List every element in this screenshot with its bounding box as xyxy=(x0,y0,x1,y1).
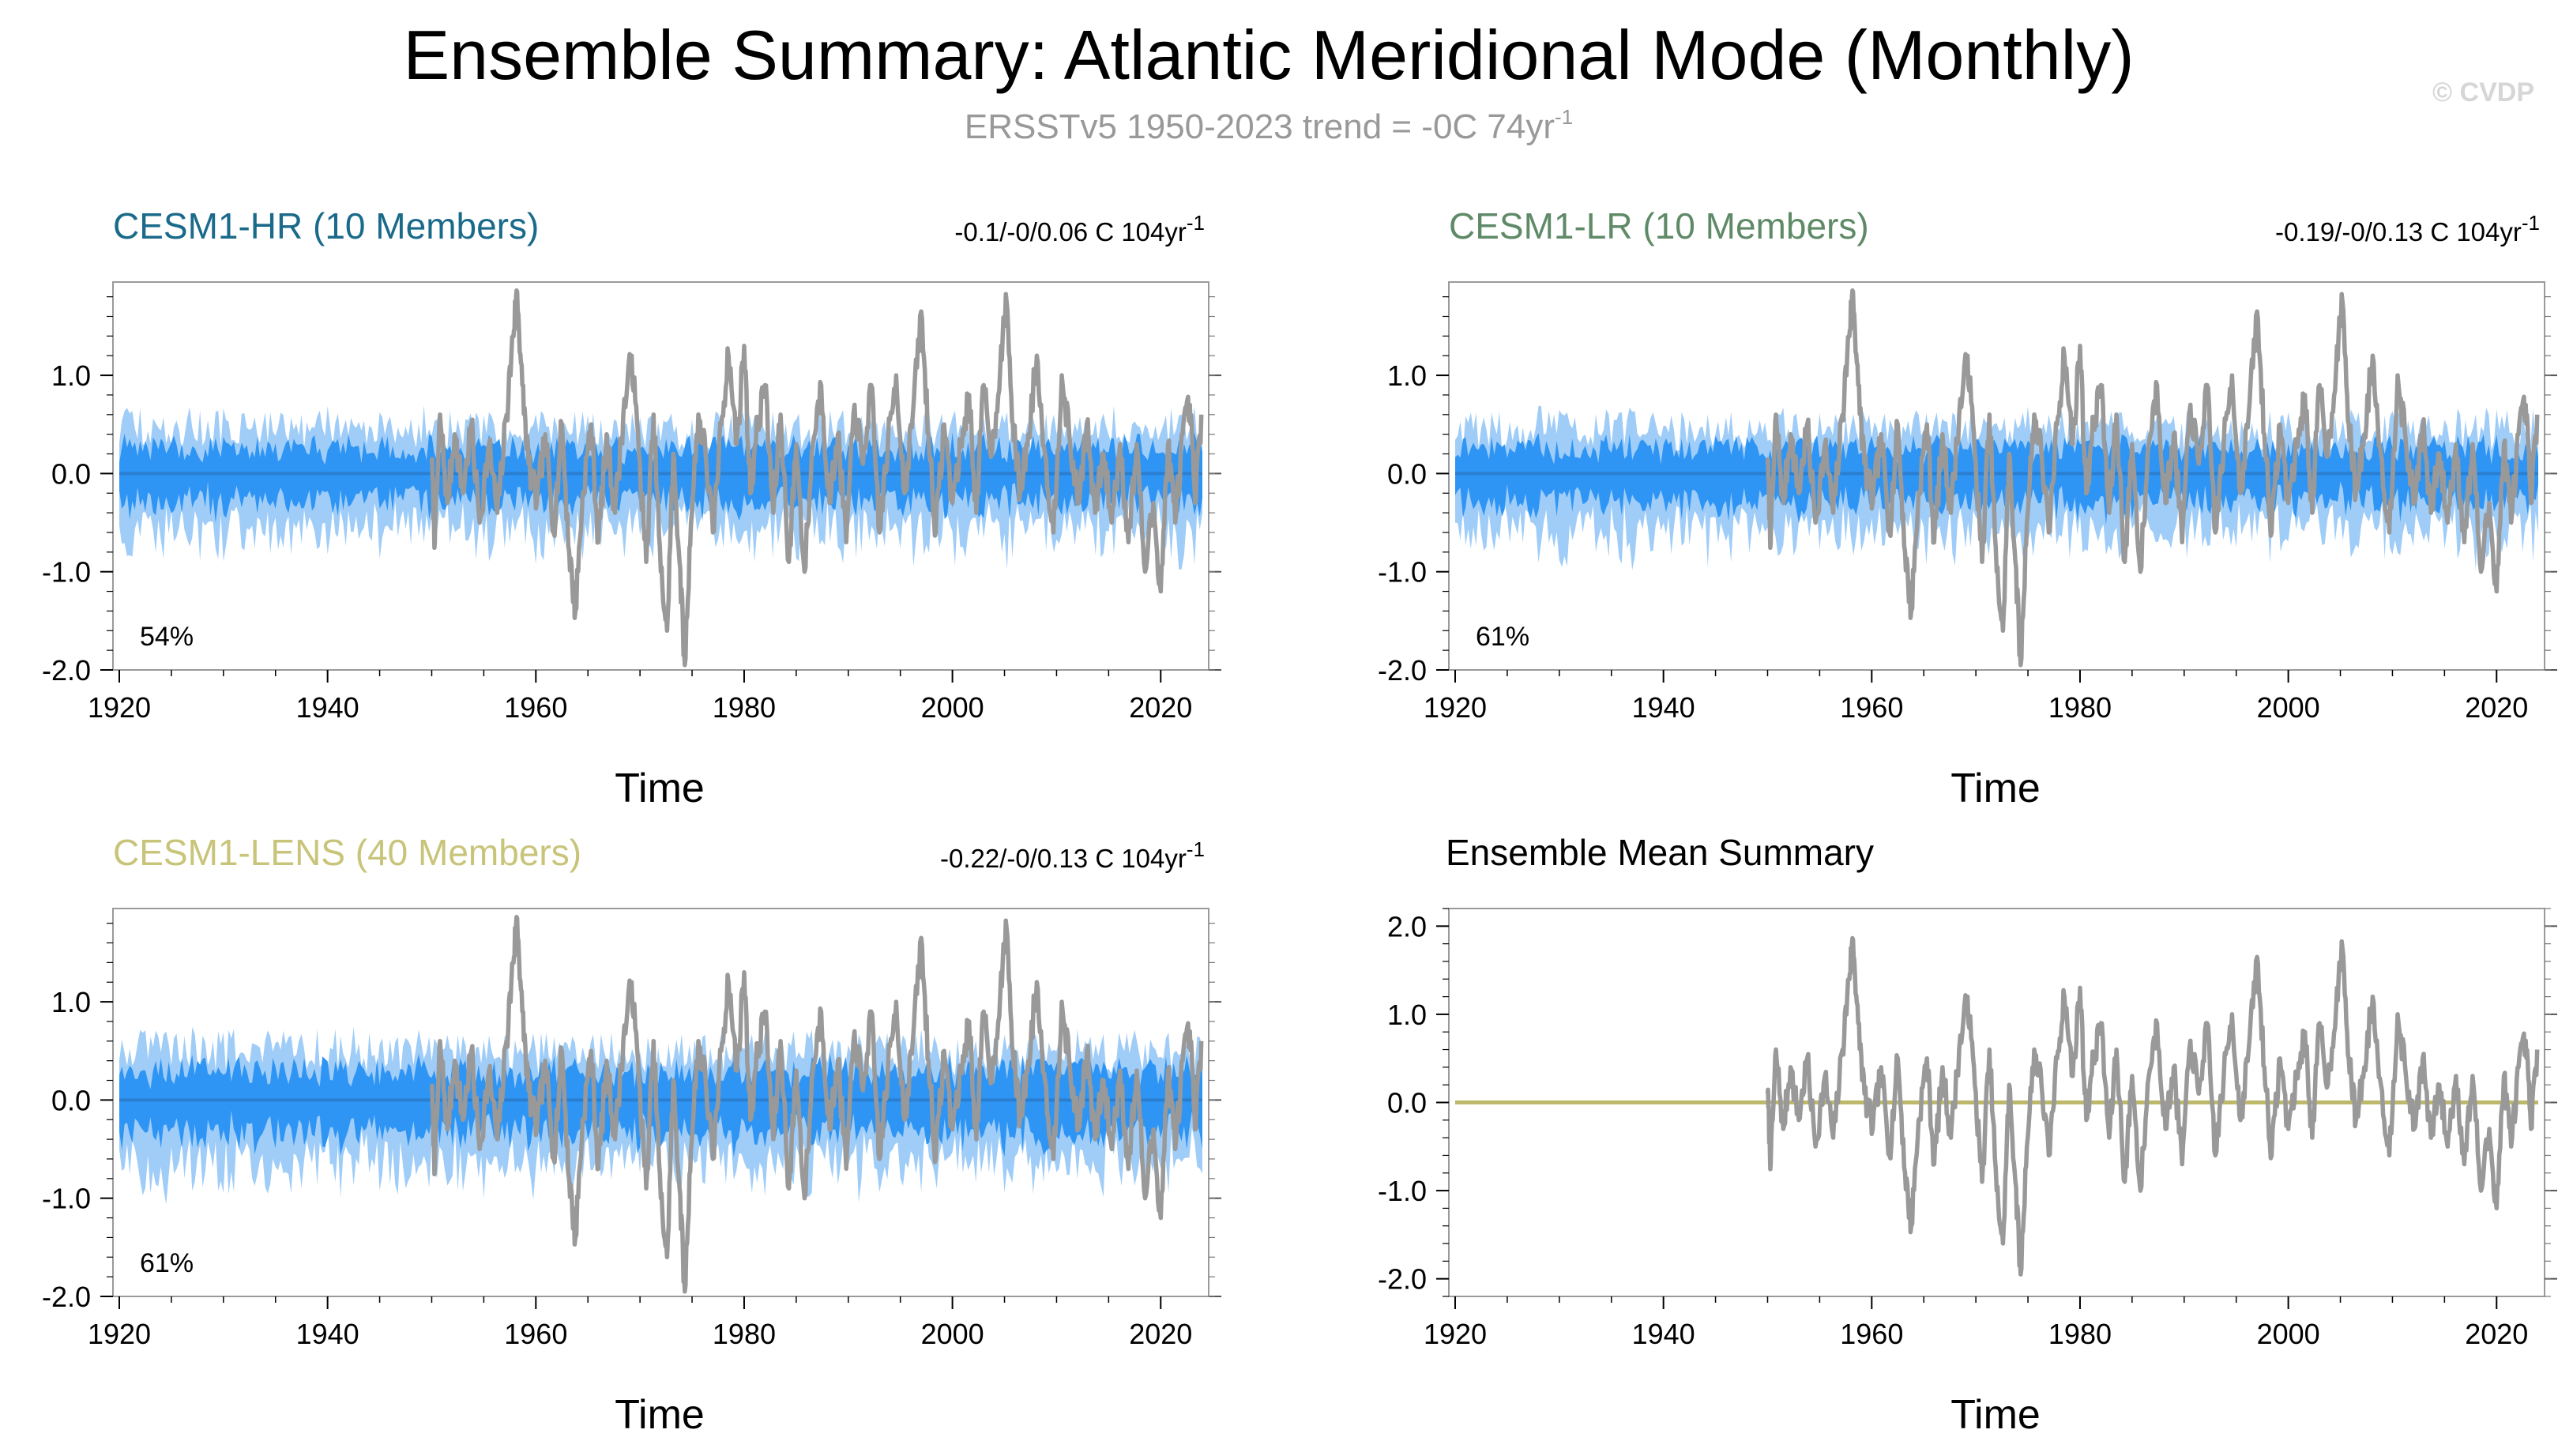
subtitle-sup: -1 xyxy=(1555,105,1573,129)
xtick-label-cesm1-lens-1980: 1980 xyxy=(713,1318,776,1350)
ytick-label-cesm1-lr-0.0: 0.0 xyxy=(1387,457,1427,490)
ytick-label-cesm1-lens--1.0: -1.0 xyxy=(42,1183,91,1215)
ytick-label-summary-0.0: 0.0 xyxy=(1387,1087,1427,1119)
xtick-label-cesm1-lr-1920: 1920 xyxy=(1424,691,1487,724)
plot-clip-cesm1-lr xyxy=(1455,288,2540,668)
ytick-label-summary--1.0: -1.0 xyxy=(1378,1175,1427,1207)
trend-sup-cesm1-hr: -1 xyxy=(1187,211,1205,235)
figure-subtitle: ERSSTv5 1950-2023 trend = -0C 74yr-1 xyxy=(965,105,1573,146)
xtick-label-cesm1-hr-2000: 2000 xyxy=(921,691,984,724)
xtick-label-summary-1960: 1960 xyxy=(1840,1318,1903,1350)
xtick-label-cesm1-lr-2020: 2020 xyxy=(2465,691,2528,724)
xtick-label-summary-1940: 1940 xyxy=(1632,1318,1695,1350)
observed-line-summary xyxy=(1765,935,2540,1277)
trend-cesm1-hr: -0.1/-0/0.06 C 104yr-1 xyxy=(954,211,1205,246)
plot-clip-cesm1-lens xyxy=(119,914,1204,1294)
xtick-label-cesm1-hr-1940: 1940 xyxy=(296,691,359,724)
ytick-label-cesm1-hr-0.0: 0.0 xyxy=(51,457,91,490)
xtick-label-cesm1-lr-1940: 1940 xyxy=(1632,691,1695,724)
ensemble-inner-band-cesm1-lens xyxy=(119,1053,1202,1158)
percent-cesm1-lens: 61% xyxy=(140,1248,194,1278)
xtick-label-cesm1-hr-1920: 1920 xyxy=(88,691,151,724)
panel-summary: Ensemble Mean Summary 1920 1940 1960 1980 20… xyxy=(1378,832,2557,1438)
xtick-label-cesm1-lens-1940: 1940 xyxy=(296,1318,359,1350)
observed-line-cesm1-hr xyxy=(429,288,1204,668)
ytick-label-summary-1.0: 1.0 xyxy=(1387,999,1427,1031)
xtick-label-cesm1-lr-1960: 1960 xyxy=(1840,691,1903,724)
xtick-label-cesm1-lr-2000: 2000 xyxy=(2257,691,2320,724)
xtick-label-summary-1980: 1980 xyxy=(2048,1318,2112,1350)
trend-text-cesm1-lr: -0.19/-0/0.13 C 104yr xyxy=(2275,217,2522,246)
xtick-label-cesm1-lr-1980: 1980 xyxy=(2048,691,2112,724)
watermark: © CVDP xyxy=(2432,77,2534,107)
percent-cesm1-hr: 54% xyxy=(140,622,194,652)
xtick-label-summary-2000: 2000 xyxy=(2257,1318,2320,1350)
plot-frame-cesm1-lr xyxy=(1448,281,2545,671)
plot-area-cesm1-lens: 1920 1940 1960 1980 2000 2020 1.0 0.0 -1.0 -2.0 xyxy=(42,908,1221,1350)
xtick-label-cesm1-lens-2000: 2000 xyxy=(921,1318,984,1350)
trend-text-cesm1-lens: -0.22/-0/0.13 C 104yr xyxy=(940,844,1187,873)
xlabel-cesm1-lr: Time xyxy=(1950,766,2041,811)
xtick-label-summary-2020: 2020 xyxy=(2465,1318,2528,1350)
xtick-label-cesm1-hr-1960: 1960 xyxy=(504,691,567,724)
ytick-label-cesm1-lr--1.0: -1.0 xyxy=(1378,556,1427,589)
panel-cesm1-lr: CESM1-LR (10 Members) -0.19/-0/0.13 C 10… xyxy=(1378,205,2557,811)
trend-cesm1-lens: -0.22/-0/0.13 C 104yr-1 xyxy=(940,837,1205,873)
plot-area-summary: 1920 1940 1960 1980 2000 2020 2.0 1.0 0.0 -1.0 -2.… xyxy=(1378,908,2557,1350)
xlabel-cesm1-hr: Time xyxy=(615,766,705,811)
xtick-label-cesm1-hr-1980: 1980 xyxy=(713,691,776,724)
observed-line-cesm1-lr xyxy=(1765,288,2540,668)
panel-title-summary: Ensemble Mean Summary xyxy=(1446,832,1874,873)
plot-clip-summary xyxy=(1455,935,2540,1277)
percent-cesm1-lr: 61% xyxy=(1476,622,1529,652)
trend-text-cesm1-hr: -0.1/-0/0.06 C 104yr xyxy=(954,217,1187,246)
xlabel-cesm1-lens: Time xyxy=(615,1392,705,1438)
panel-title-cesm1-lr: CESM1-LR (10 Members) xyxy=(1449,205,1869,246)
plot-frame-cesm1-hr xyxy=(112,281,1209,671)
trend-sup-cesm1-lr: -1 xyxy=(2522,211,2540,235)
xtick-label-cesm1-hr-2020: 2020 xyxy=(1129,691,1192,724)
xtick-label-summary-1920: 1920 xyxy=(1424,1318,1487,1350)
ytick-label-cesm1-hr-1.0: 1.0 xyxy=(51,359,91,392)
ytick-label-cesm1-hr--1.0: -1.0 xyxy=(42,556,91,589)
ytick-label-cesm1-lens-0.0: 0.0 xyxy=(51,1084,91,1116)
trend-sup-cesm1-lens: -1 xyxy=(1187,837,1205,861)
xtick-label-cesm1-lens-2020: 2020 xyxy=(1129,1318,1192,1350)
ytick-label-cesm1-lr--2.0: -2.0 xyxy=(1378,654,1427,687)
xtick-label-cesm1-lens-1920: 1920 xyxy=(88,1318,151,1350)
ytick-label-summary-2.0: 2.0 xyxy=(1387,910,1427,942)
observed-line-cesm1-lens xyxy=(429,914,1204,1294)
panel-cesm1-lens: CESM1-LENS (40 Members) -0.22/-0/0.13 C … xyxy=(42,832,1221,1438)
subtitle-text: ERSSTv5 1950-2023 trend = -0C 74yr xyxy=(965,107,1555,146)
panel-title-cesm1-hr: CESM1-HR (10 Members) xyxy=(113,205,539,246)
plot-clip-cesm1-hr xyxy=(119,288,1204,668)
xtick-label-cesm1-lens-1960: 1960 xyxy=(504,1318,567,1350)
plot-frame-cesm1-lens xyxy=(112,908,1209,1297)
ytick-label-cesm1-lens-1.0: 1.0 xyxy=(51,986,91,1018)
trend-cesm1-lr: -0.19/-0/0.13 C 104yr-1 xyxy=(2275,211,2540,246)
xlabel-summary: Time xyxy=(1950,1392,2041,1438)
ytick-label-cesm1-lens--2.0: -2.0 xyxy=(42,1281,91,1313)
panel-title-cesm1-lens: CESM1-LENS (40 Members) xyxy=(113,832,581,873)
panel-cesm1-hr: CESM1-HR (10 Members) -0.1/-0/0.06 C 104… xyxy=(42,205,1221,811)
plot-area-cesm1-lr: 1920 1940 1960 1980 2000 2020 1.0 0.0 -1.0 -2.0 xyxy=(1378,281,2557,724)
ytick-label-summary--2.0: -2.0 xyxy=(1378,1263,1427,1296)
figure-title: Ensemble Summary: Atlantic Meridional Mo… xyxy=(403,16,2134,94)
ytick-label-cesm1-lr-1.0: 1.0 xyxy=(1387,359,1427,392)
ytick-label-cesm1-hr--2.0: -2.0 xyxy=(42,654,91,687)
plot-area-cesm1-hr: 1920 1940 1960 1980 2000 2020 1.0 0.0 -1.0 -2.0 xyxy=(42,281,1221,724)
